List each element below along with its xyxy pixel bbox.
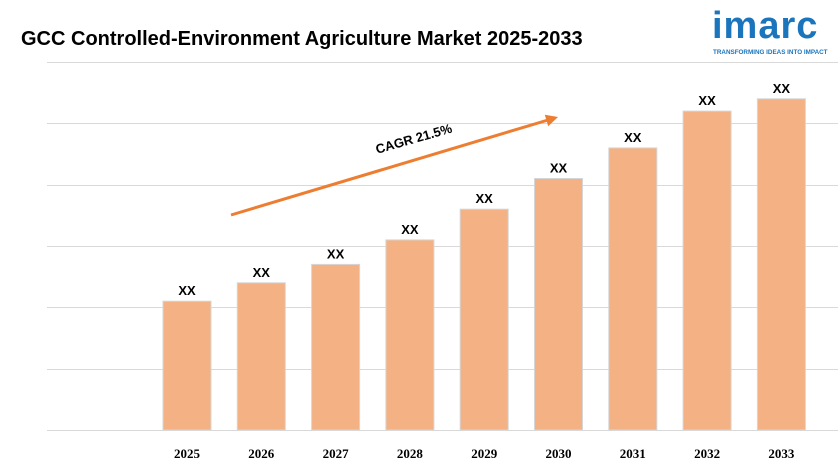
x-tick-labels: 2025 2026 2027 2028 2029 2030 2031 2032 2033: [174, 446, 795, 461]
chart-title: GCC Controlled-Environment Agriculture M…: [21, 28, 583, 50]
imarc-logo: imarc TRANSFORMING IDEAS INTO IMPACT: [712, 4, 828, 60]
data-label-2031: XX: [624, 130, 642, 145]
bar-2025: [162, 300, 212, 431]
x-tick-2032: 2032: [694, 446, 720, 461]
bar-2033: [756, 98, 806, 431]
data-label-2030: XX: [550, 161, 568, 176]
bar-2031: [608, 147, 658, 431]
data-label-2033: XX: [773, 81, 791, 96]
bar-2030: [534, 178, 583, 431]
bars: [162, 98, 806, 431]
data-label-2029: XX: [476, 191, 494, 206]
x-tick-2026: 2026: [248, 446, 275, 461]
bar-2029: [459, 208, 509, 431]
bar-2026: [236, 282, 286, 431]
data-label-2028: XX: [401, 222, 419, 237]
data-label-2032: XX: [698, 93, 716, 108]
cagr-annotation: CAGR 21.5%: [230, 114, 558, 217]
bar-2027: [311, 263, 361, 431]
data-labels: XX XX XX XX XX XX XX XX XX: [178, 81, 790, 298]
data-label-2025: XX: [178, 283, 196, 298]
x-tick-2025: 2025: [174, 446, 201, 461]
cagr-arrow-head: [544, 114, 558, 127]
data-label-2026: XX: [253, 265, 271, 280]
x-tick-2031: 2031: [620, 446, 646, 461]
bar-2028: [385, 239, 435, 431]
bar-2032: [682, 110, 732, 431]
x-tick-2027: 2027: [323, 446, 350, 461]
logo-word: imarc: [712, 5, 819, 47]
x-tick-2030: 2030: [546, 446, 572, 461]
data-label-2027: XX: [327, 246, 345, 261]
logo-tagline: TRANSFORMING IDEAS INTO IMPACT: [713, 49, 828, 56]
x-tick-2028: 2028: [397, 446, 424, 461]
x-tick-2029: 2029: [471, 446, 498, 461]
cagr-arrow-line: [230, 118, 549, 217]
x-tick-2033: 2033: [768, 446, 795, 461]
